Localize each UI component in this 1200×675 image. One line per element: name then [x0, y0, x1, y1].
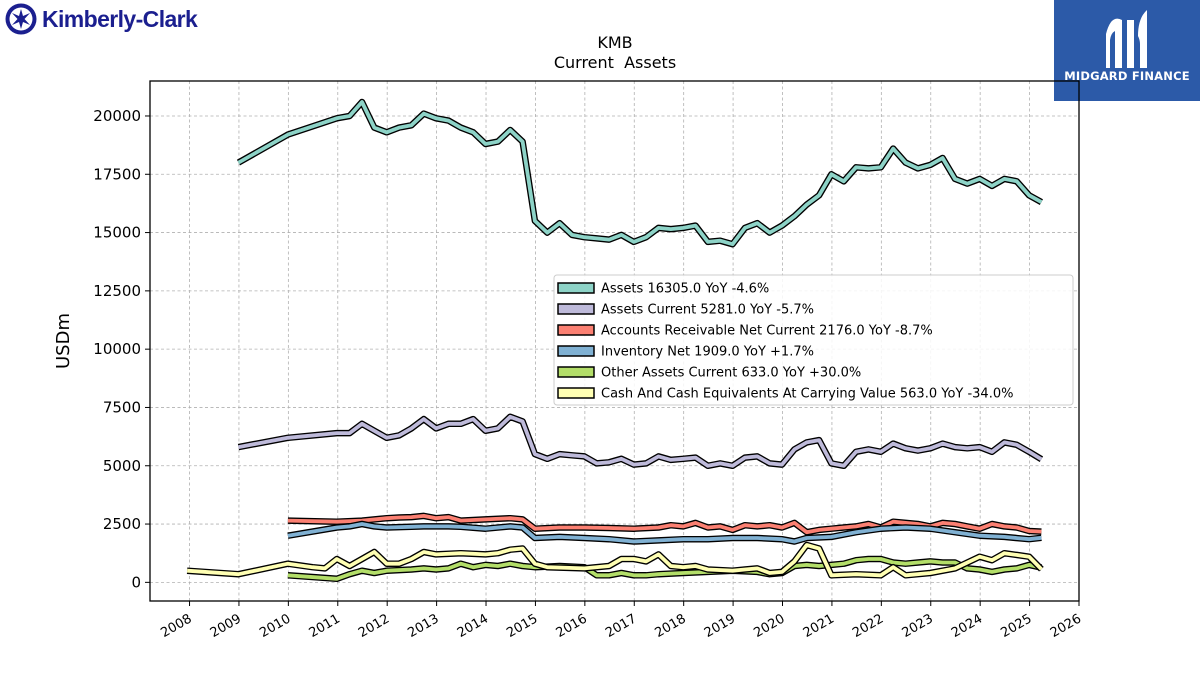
x-tick-label: 2012	[356, 611, 392, 641]
legend-label: Other Assets Current 633.0 YoY +30.0%	[601, 366, 861, 381]
series-stroke	[287, 514, 1042, 535]
x-tick-label: 2025	[998, 611, 1034, 641]
legend-label: Accounts Receivable Net Current 2176.0 Y…	[601, 324, 933, 339]
x-tick-label: 2018	[653, 611, 689, 641]
chart-title: KMB	[597, 33, 632, 52]
legend-swatch	[557, 345, 595, 357]
legend-swatch	[557, 387, 595, 399]
legend: Assets 16305.0 YoY -4.6% Assets Current 5…	[553, 274, 1074, 406]
series-lines	[186, 98, 1044, 583]
x-tick-label: 2013	[405, 611, 441, 641]
x-tick-label: 2019	[702, 611, 738, 641]
y-tick-label: 12500	[93, 282, 141, 300]
x-tick-label: 2020	[751, 611, 787, 641]
y-tick-label: 7500	[103, 398, 141, 416]
series-line-6	[186, 541, 1044, 579]
x-tick-label: 2021	[801, 611, 837, 641]
x-axis: 2008 2009 2010 2011 2012 2013 2014 2015 2016 2017…	[158, 601, 1084, 641]
midgard-emblem-icon	[1106, 10, 1147, 68]
series-stroke	[287, 522, 1042, 544]
legend-entry: Other Assets Current 633.0 YoY +30.0%	[557, 366, 861, 381]
company-name: Kimberly-Clark	[42, 6, 198, 32]
legend-label: Inventory Net 1909.0 YoY +1.7%	[601, 345, 814, 360]
x-tick-label: 2011	[307, 611, 343, 641]
kimberly-clark-emblem-icon	[5, 3, 37, 35]
y-tick-label: 17500	[93, 165, 141, 183]
y-axis: 0 2500 5000 7500 10000 12500 15000 17500 20000	[93, 107, 150, 591]
y-tick-label: 2500	[103, 515, 141, 533]
x-tick-label: 2017	[603, 611, 639, 641]
x-tick-label: 2024	[949, 611, 985, 641]
y-tick-label: 20000	[93, 107, 141, 125]
legend-entry: Assets Current 5281.0 YoY -5.7%	[557, 303, 814, 318]
y-tick-label: 15000	[93, 224, 141, 242]
series-stroke	[287, 557, 1042, 581]
series-line-1	[236, 98, 1043, 248]
x-tick-label: 2016	[554, 611, 590, 641]
legend-swatch	[557, 324, 595, 336]
legend-swatch	[557, 366, 595, 378]
x-tick-label: 2009	[208, 611, 244, 641]
chart-subtitle: Current Assets	[554, 53, 676, 72]
publisher-name: MIDGARD FINANCE	[1064, 69, 1190, 83]
x-tick-label: 2008	[158, 611, 194, 641]
x-tick-label: 2022	[850, 611, 886, 641]
series-stroke	[237, 100, 1043, 247]
legend-swatch	[557, 282, 595, 294]
plot-frame	[149, 80, 1080, 602]
series-outline	[236, 98, 1043, 248]
legend-entry: Assets 16305.0 YoY -4.6%	[557, 282, 769, 297]
legend-entry: Inventory Net 1909.0 YoY +1.7%	[557, 345, 814, 360]
legend-label: Assets Current 5281.0 YoY -5.7%	[601, 303, 814, 318]
legend-entry: Accounts Receivable Net Current 2176.0 Y…	[557, 324, 933, 339]
x-tick-label: 2023	[900, 611, 936, 641]
series-line-4	[287, 520, 1042, 545]
series-stroke	[186, 543, 1043, 578]
legend-label: Cash And Cash Equivalents At Carrying Va…	[601, 387, 1013, 402]
series-line-5	[287, 555, 1043, 583]
legend-entry: Cash And Cash Equivalents At Carrying Va…	[557, 387, 1013, 402]
y-tick-label: 0	[131, 573, 141, 591]
y-tick-label: 5000	[103, 457, 141, 475]
y-axis-label: USDm	[53, 313, 74, 369]
y-tick-label: 10000	[93, 340, 141, 358]
x-tick-label: 2026	[1048, 611, 1084, 641]
legend-swatch	[557, 303, 595, 315]
series-line-3	[287, 512, 1042, 536]
midgard-finance-logo: MIDGARD FINANCE	[1054, 0, 1200, 101]
legend-label: Assets 16305.0 YoY -4.6%	[601, 282, 769, 297]
kimberly-clark-logo: Kimberly-Clark	[5, 3, 199, 35]
legend-box	[553, 274, 1074, 406]
series-line-2	[237, 413, 1044, 470]
x-tick-label: 2010	[257, 611, 293, 641]
x-tick-label: 2015	[504, 611, 540, 641]
series-stroke	[238, 414, 1043, 468]
x-tick-label: 2014	[455, 611, 491, 641]
